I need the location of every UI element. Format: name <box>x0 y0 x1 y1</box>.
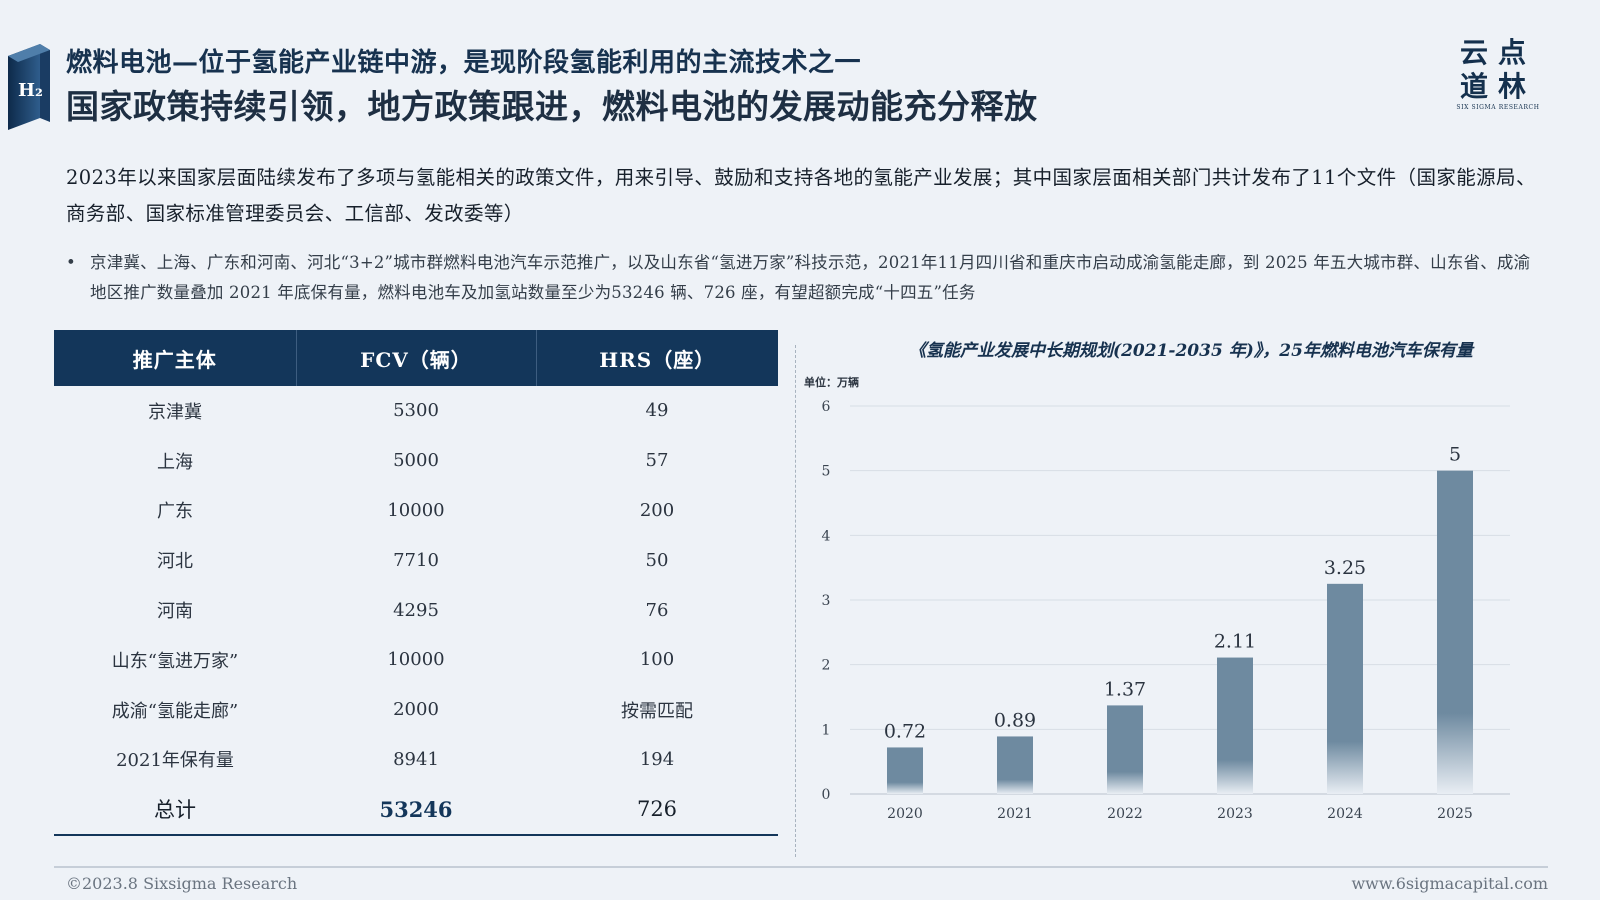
cell-fcv: 5300 <box>393 400 439 422</box>
cell-hrs: 194 <box>639 748 675 770</box>
page-title-line1: 燃料电池—位于氢能产业链中游，是现阶段氢能利用的主流技术之一 <box>66 48 862 78</box>
total-label: 总计 <box>54 784 296 837</box>
cell-fcv: 7710 <box>393 549 439 571</box>
bar-2024 <box>1327 583 1363 794</box>
data-label-2023: 2.11 <box>1214 631 1256 653</box>
cell-fcv: 10000 <box>387 649 445 671</box>
cell-fcv: 4295 <box>393 599 439 621</box>
table-row: 河北 7710 50 <box>54 535 778 585</box>
y-tick-label: 3 <box>822 593 831 609</box>
x-tick-label: 2025 <box>1437 806 1473 822</box>
cell-hrs: 按需匹配 <box>621 700 693 722</box>
page-title-line2: 国家政策持续引领，地方政策跟进，燃料电池的发展动能充分释放 <box>66 87 1038 126</box>
y-tick-label: 5 <box>822 464 831 480</box>
cell-entity: 河南 <box>157 601 193 623</box>
x-tick-label: 2020 <box>887 806 923 822</box>
badge-text: H₂ <box>18 80 43 101</box>
cell-hrs: 76 <box>645 599 669 621</box>
header-fcv: FCV（辆） <box>296 330 537 386</box>
footer-website: www.6sigmacapital.com <box>1351 874 1548 893</box>
cell-entity: 2021年保有量 <box>116 750 234 772</box>
y-tick-label: 6 <box>822 399 831 415</box>
x-tick-label: 2022 <box>1107 806 1143 822</box>
chart-unit-label: 单位：万辆 <box>804 376 859 389</box>
bar-2020 <box>887 747 923 794</box>
cell-entity: 河北 <box>157 551 193 573</box>
y-tick-label: 0 <box>822 787 831 803</box>
cell-entity: 京津冀 <box>148 401 202 423</box>
header-entity: 推广主体 <box>54 330 297 386</box>
total-hrs: 726 <box>536 784 778 837</box>
data-label-2024: 3.25 <box>1324 557 1366 579</box>
y-tick-label: 1 <box>822 722 831 738</box>
bar-2022 <box>1107 705 1143 794</box>
logo-subtitle: SIX SIGMA RESEARCH <box>1456 104 1540 111</box>
bar-2023 <box>1217 657 1253 794</box>
cell-hrs: 100 <box>639 649 675 671</box>
x-tick-label: 2021 <box>997 806 1033 822</box>
bar-2025 <box>1437 470 1473 794</box>
data-label-2022: 1.37 <box>1104 678 1146 700</box>
cell-hrs: 50 <box>645 549 669 571</box>
table-row: 上海 5000 57 <box>54 436 778 486</box>
cell-fcv: 5000 <box>393 450 439 472</box>
x-tick-label: 2023 <box>1217 806 1253 822</box>
footer-divider <box>54 866 1548 868</box>
logo-line1: 云点 <box>1459 36 1536 69</box>
cell-hrs: 200 <box>639 499 675 521</box>
bullet-paragraph: • 京津冀、上海、广东和河南、河北“3+2”城市群燃料电池汽车示范推广，以及山东… <box>66 248 1540 308</box>
cell-fcv: 10000 <box>387 499 445 521</box>
chart-title: 《氢能产业发展中长期规划(2021-2035 年)》，25年燃料电池汽车保有量 <box>909 341 1473 361</box>
cell-entity: 上海 <box>157 451 193 473</box>
cell-hrs: 57 <box>645 450 669 472</box>
table-row: 成渝“氢能走廊” 2000 按需匹配 <box>54 685 778 735</box>
total-fcv: 53246 <box>296 784 536 837</box>
cell-entity: 成渝“氢能走廊” <box>111 700 239 722</box>
table-header-row: 推广主体 FCV（辆） HRS（座） <box>54 330 778 386</box>
logo-line2: 道林 <box>1459 70 1536 103</box>
data-label-2025: 5 <box>1449 444 1461 466</box>
data-label-2020: 0.72 <box>884 720 926 742</box>
y-tick-label: 2 <box>822 658 831 674</box>
fcv-ownership-bar-chart: 0 1 2 3 4 5 6 0.72 2020 0.89 2021 1.37 2022 2.11 2023 3… <box>822 399 1510 822</box>
cell-fcv: 8941 <box>393 748 439 770</box>
cell-entity: 广东 <box>157 501 193 523</box>
promotion-table: 推广主体 FCV（辆） HRS（座） 京津冀 5300 49 上海 5000 5… <box>54 330 778 837</box>
intro-paragraph: 2023年以来国家层面陆续发布了多项与氢能相关的政策文件，用来引导、鼓励和支持各… <box>66 166 1536 225</box>
h2-badge-icon: H₂ <box>8 44 50 130</box>
table-row: 山东“氢进万家” 10000 100 <box>54 635 778 685</box>
cell-entity: 山东“氢进万家” <box>111 650 239 672</box>
table-total-row: 总计 53246 726 <box>54 784 778 837</box>
footer-copyright: ©2023.8 Sixsigma Research <box>66 874 298 893</box>
section-divider <box>795 345 796 857</box>
bar-2021 <box>997 736 1033 794</box>
table-row: 2021年保有量 8941 194 <box>54 735 778 785</box>
table-row: 京津冀 5300 49 <box>54 386 778 436</box>
data-label-2021: 0.89 <box>994 709 1036 731</box>
brand-logo: 云点 道林 SIX SIGMA RESEARCH <box>1448 36 1548 111</box>
table-row: 河南 4295 76 <box>54 585 778 635</box>
table-row: 广东 10000 200 <box>54 486 778 536</box>
cell-hrs: 49 <box>645 400 669 422</box>
y-tick-label: 4 <box>822 528 831 544</box>
bullet-text: 京津冀、上海、广东和河南、河北“3+2”城市群燃料电池汽车示范推广，以及山东省“… <box>90 253 1531 302</box>
cell-fcv: 2000 <box>393 699 439 721</box>
x-tick-label: 2024 <box>1327 806 1363 822</box>
bullet-marker: • <box>66 253 76 272</box>
header-hrs: HRS（座） <box>536 330 778 386</box>
